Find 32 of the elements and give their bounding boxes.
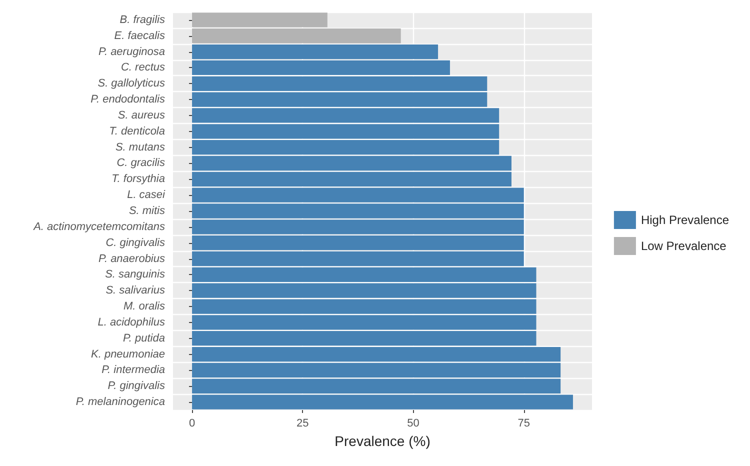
y-tick-label: P. melaninogenica: [76, 396, 165, 408]
y-tick-label: A. actinomycetemcomitans: [32, 220, 166, 233]
y-tick-label: P. intermedia: [102, 364, 165, 376]
y-tick-label: S. gallolyticus: [98, 78, 166, 90]
x-axis-title: Prevalence (%): [334, 433, 430, 449]
legend-label: High Prevalence: [640, 213, 730, 227]
y-tick-label: S. salivarius: [106, 284, 166, 297]
y-tick-label: C. rectus: [120, 62, 166, 74]
y-tick-label: P. aeruginosa: [98, 46, 165, 58]
y-tick-label: P. putida: [122, 332, 165, 344]
y-tick-label: L. acidophilus: [98, 316, 166, 328]
legend-label: Low Prevalence: [640, 239, 727, 253]
y-tick-label: E. faecalis: [114, 30, 166, 42]
y-tick-label: T. forsythia: [112, 173, 165, 186]
x-tick-label: 75: [518, 418, 530, 430]
y-tick-label: P. endodontalis: [90, 94, 166, 106]
y-tick-label: S. mitis: [128, 205, 166, 217]
y-tick-label: P. anaerobius: [98, 252, 166, 265]
y-tick-label: K. pneumoniae: [91, 348, 165, 360]
x-tick-label: 25: [296, 418, 309, 430]
y-tick-label: S. aureus: [118, 109, 166, 122]
y-tick-label: C. gingivalis: [106, 236, 166, 249]
x-tick-label: 0: [188, 418, 196, 430]
y-tick-label: T. denticola: [109, 125, 165, 138]
y-tick-label: L. casei: [127, 189, 166, 202]
y-tick-label: C. gracilis: [116, 157, 166, 170]
y-tick-label: S. mutans: [115, 141, 166, 154]
y-tick-label: S. sanguinis: [105, 268, 166, 281]
x-tick-label: 50: [407, 418, 420, 430]
y-tick-label: B. fragilis: [120, 14, 166, 26]
y-tick-label: P. gingivalis: [108, 380, 166, 392]
y-tick-label: M. oralis: [123, 300, 166, 313]
